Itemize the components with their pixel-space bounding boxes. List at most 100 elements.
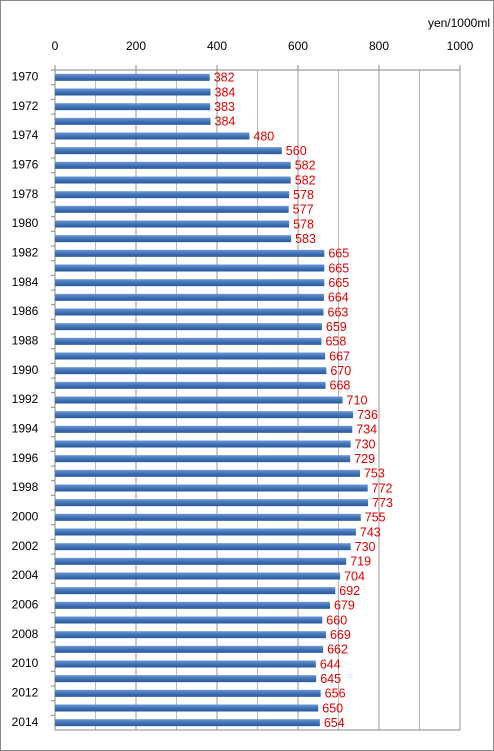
value-label: 679 [334,599,355,613]
value-label: 480 [253,129,274,143]
bar [55,660,316,668]
y-tick-label: 1998 [12,480,39,494]
value-label: 384 [215,115,236,129]
x-tick-label: 0 [52,39,59,53]
y-tick-label: 2010 [12,656,39,670]
bar [55,484,368,492]
value-label: 662 [327,643,348,657]
value-label: 669 [330,628,351,642]
value-label: 659 [326,320,347,334]
value-label: 719 [350,555,371,569]
value-label: 730 [355,540,376,554]
value-label: 704 [344,569,365,583]
value-label: 736 [357,408,378,422]
bar [55,264,325,272]
y-tick-label: 2000 [12,510,39,524]
bar [55,132,250,140]
bar [55,279,325,287]
y-tick-label: 1982 [12,246,39,260]
bar [55,631,326,639]
bar [55,440,351,448]
y-tick-label: 2012 [12,686,39,700]
value-label: 692 [339,584,360,598]
value-label: 578 [293,188,314,202]
value-label: 582 [295,159,316,173]
value-label: 668 [330,379,351,393]
bar [55,455,351,463]
value-label: 665 [328,276,349,290]
bar [55,381,326,389]
y-tick-label: 2008 [12,627,39,641]
value-label: 658 [325,335,346,349]
value-label: 729 [354,452,375,466]
value-label: 582 [295,173,316,187]
value-label: 665 [328,261,349,275]
value-label: 650 [322,701,343,715]
bar [55,352,326,360]
y-tick-label: 1986 [12,304,39,318]
y-tick-label: 1980 [12,216,39,230]
y-tick-label: 2014 [12,715,39,729]
bar [55,557,347,565]
value-label: 644 [320,657,341,671]
y-tick-label: 1976 [12,158,39,172]
value-label: 578 [293,217,314,231]
bar [55,689,321,697]
value-label: 755 [365,511,386,525]
bar [55,645,324,653]
bar [55,249,325,257]
bar [55,719,320,727]
value-label: 382 [214,71,235,85]
bar [55,191,290,199]
bar [55,675,317,683]
value-label: 664 [328,291,349,305]
x-axis-label: yen/1000ml [428,16,490,30]
y-tick-label: 1972 [12,99,39,113]
value-label: 663 [328,305,349,319]
y-tick-label: 1990 [12,363,39,377]
bar [55,117,211,125]
y-tick-label: 1996 [12,451,39,465]
value-label: 654 [324,716,345,730]
value-label: 773 [372,496,393,510]
value-label: 645 [320,672,341,686]
value-label: 384 [215,85,236,99]
bar [55,220,290,228]
x-tick-label: 600 [288,39,308,53]
bar [55,73,210,81]
y-tick-label: 1978 [12,187,39,201]
value-label: 577 [293,203,314,217]
bar [55,513,361,521]
bar [55,396,343,404]
y-tick-label: 2006 [12,598,39,612]
bar [55,543,351,551]
y-tick-label: 1984 [12,275,39,289]
value-label: 734 [356,423,377,437]
value-label: 667 [329,349,350,363]
value-label: 743 [360,525,381,539]
value-label: 560 [286,144,307,158]
bar [55,205,289,213]
value-label: 583 [295,232,316,246]
value-label: 710 [347,393,368,407]
bar [55,235,292,243]
bar [55,161,291,169]
bar [55,411,354,419]
y-tick-label: 1994 [12,422,39,436]
value-label: 660 [326,613,347,627]
x-tick-label: 200 [126,39,146,53]
bar [55,308,324,316]
value-label: 753 [364,467,385,481]
bar [55,469,360,477]
y-tick-label: 1988 [12,334,39,348]
bar [55,601,330,609]
bar [55,367,327,375]
x-tick-label: 1000 [447,39,474,53]
bar [55,587,336,595]
bar [55,176,291,184]
y-tick-label: 2002 [12,539,39,553]
bar [55,425,353,433]
value-label: 772 [372,481,393,495]
value-label: 670 [330,364,351,378]
